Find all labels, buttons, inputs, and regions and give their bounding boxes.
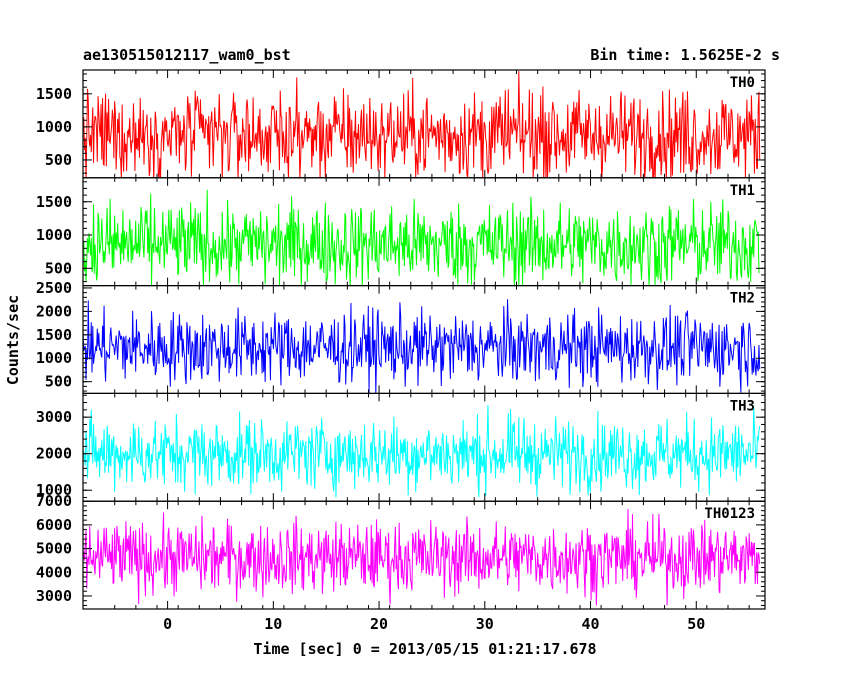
y-tick-label: 7000 <box>36 492 72 510</box>
x-axis: 0 10 20 30 40 50 <box>163 615 705 633</box>
panel-frame <box>82 500 766 610</box>
y-tick-label: 1500 <box>36 85 72 103</box>
panel-group: 500 1000 1500 TH0 500 1000 1500 TH1 500 1000 1500 2… <box>36 69 766 610</box>
series-line-th0 <box>83 71 761 178</box>
y-tick-label: 1000 <box>36 118 72 136</box>
bin-time-label: Bin time: 1.5625E-2 s <box>590 46 780 64</box>
y-tick-label: 2500 <box>36 279 72 297</box>
y-tick-label: 1000 <box>36 349 72 367</box>
y-tick-label: 6000 <box>36 516 72 534</box>
series-line-th3 <box>83 404 761 498</box>
panel-label-th0: TH0 <box>730 75 755 91</box>
panel-th1: 500 1000 1500 TH1 <box>36 177 766 287</box>
panel-label-th2: TH2 <box>730 291 755 307</box>
y-tick-label: 1500 <box>36 193 72 211</box>
plot-title-left: ae130515012117_wam0_bst <box>83 46 291 64</box>
y-tick-label: 2000 <box>36 302 72 320</box>
x-tick-label: 30 <box>476 615 494 633</box>
panel-th0123: 3000 4000 5000 6000 7000 TH0123 <box>36 492 766 610</box>
series-line-th1 <box>83 189 760 286</box>
y-tick-label: 3000 <box>36 408 72 426</box>
x-axis-label: Time [sec] 0 = 2013/05/15 01:21:17.678 <box>253 640 596 658</box>
x-tick-label: 50 <box>687 615 705 633</box>
y-tick-label: 1000 <box>36 226 72 244</box>
y-tick-label: 1500 <box>36 326 72 344</box>
y-tick-label: 500 <box>45 373 72 391</box>
y-tick-label: 1000 <box>36 481 72 499</box>
x-tick-label: 40 <box>582 615 600 633</box>
y-tick-label: 5000 <box>36 540 72 558</box>
panel-label-th0123: TH0123 <box>704 506 755 522</box>
x-tick-label: 10 <box>264 615 282 633</box>
panel-th3: 1000 2000 3000 TH3 <box>36 392 766 502</box>
series-line-th0123 <box>83 508 761 606</box>
y-tick-label: 4000 <box>36 563 72 581</box>
y-tick-label: 500 <box>45 259 72 277</box>
panel-th0: 500 1000 1500 TH0 <box>36 69 766 179</box>
panel-label-th3: TH3 <box>730 398 755 414</box>
y-tick-label: 3000 <box>36 587 72 605</box>
panel-th2: 500 1000 1500 2000 2500 TH2 <box>36 279 766 395</box>
x-tick-label: 0 <box>163 615 172 633</box>
series-line-th2 <box>83 299 761 394</box>
panel-label-th1: TH1 <box>730 183 755 199</box>
y-axis-label: Counts/sec <box>4 295 22 385</box>
x-tick-label: 20 <box>370 615 388 633</box>
y-tick-label: 500 <box>45 151 72 169</box>
y-tick-label: 2000 <box>36 445 72 463</box>
